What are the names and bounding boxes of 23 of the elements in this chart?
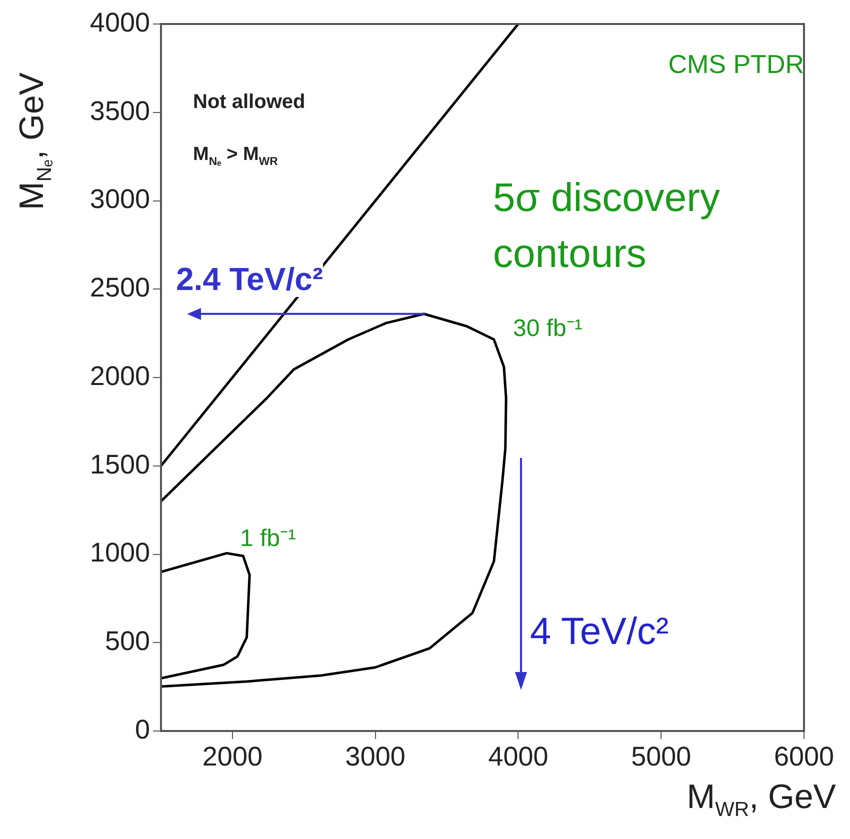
annotation: CMS PTDR: [668, 48, 804, 81]
annotation: 1 fb⁻¹: [240, 524, 296, 554]
y-tick-label: 1000: [90, 538, 150, 568]
annotation: 30 fb⁻¹: [513, 314, 582, 344]
y-tick-label: 1500: [90, 449, 150, 480]
annotation: 5σ discovery contours: [493, 175, 721, 278]
x-axis-title: M$_{WR}$, GeV: [686, 778, 836, 822]
y-tick-label: 2500: [90, 272, 150, 303]
annotation: Not allowed: [193, 90, 306, 115]
x-tick-label: 3000: [345, 742, 406, 772]
x-tick-label: 4000: [488, 742, 548, 772]
x-tick-label: 2000: [202, 742, 262, 772]
ref-line-label: 2.4 TeV/c²: [176, 260, 324, 298]
y-tick-label: 0: [134, 714, 150, 744]
y-tick-label: 3500: [90, 96, 150, 126]
y-tick-label: 2000: [90, 360, 150, 391]
y-tick-label: 500: [104, 626, 150, 656]
annotation: 4 TeV/c²: [530, 610, 669, 655]
x-tick-label: 5000: [631, 742, 692, 772]
x-tick-label: 6000: [774, 742, 834, 772]
y-tick-label: 3000: [90, 184, 150, 214]
y-tick-label: 4000: [90, 7, 150, 38]
annotation: M$_{Nₑ}$ > M$_{WR}$: [193, 143, 278, 170]
